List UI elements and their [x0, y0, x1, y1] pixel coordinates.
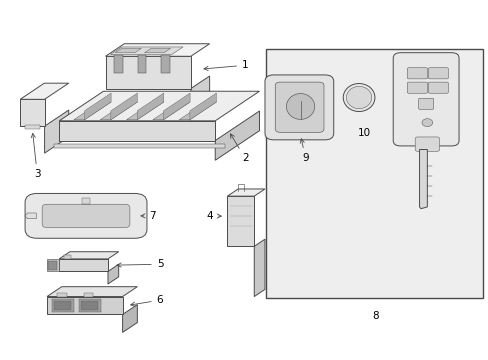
Polygon shape [111, 93, 137, 120]
FancyBboxPatch shape [275, 82, 324, 132]
Polygon shape [110, 47, 183, 54]
Polygon shape [215, 111, 259, 160]
Polygon shape [20, 99, 44, 126]
Bar [266, 49, 483, 298]
Polygon shape [25, 213, 36, 219]
Polygon shape [59, 91, 259, 121]
Polygon shape [105, 56, 190, 89]
Bar [138, 55, 146, 73]
Polygon shape [59, 121, 215, 140]
Polygon shape [54, 144, 224, 148]
Text: 8: 8 [371, 311, 378, 321]
Polygon shape [115, 48, 141, 53]
Bar [83, 293, 93, 297]
Bar [57, 293, 66, 297]
Polygon shape [100, 102, 137, 120]
Text: 2: 2 [230, 134, 248, 163]
Bar [114, 55, 123, 73]
Polygon shape [190, 76, 209, 121]
Polygon shape [419, 149, 427, 209]
Bar [81, 301, 98, 310]
Ellipse shape [346, 86, 371, 109]
FancyBboxPatch shape [264, 75, 333, 140]
Bar [161, 55, 169, 73]
FancyBboxPatch shape [25, 193, 147, 238]
Polygon shape [227, 196, 254, 246]
Text: 4: 4 [206, 211, 221, 221]
Bar [64, 255, 71, 259]
Polygon shape [179, 102, 216, 120]
FancyBboxPatch shape [392, 53, 458, 146]
Polygon shape [227, 189, 264, 196]
Polygon shape [59, 252, 119, 259]
Polygon shape [144, 48, 170, 53]
FancyBboxPatch shape [407, 82, 427, 93]
Text: 10: 10 [357, 128, 370, 138]
Polygon shape [105, 44, 209, 56]
FancyBboxPatch shape [42, 204, 130, 228]
Ellipse shape [286, 94, 314, 120]
Polygon shape [163, 93, 190, 120]
Polygon shape [108, 264, 119, 284]
Polygon shape [47, 259, 59, 271]
Bar [54, 301, 71, 310]
Polygon shape [47, 287, 137, 297]
Polygon shape [189, 93, 216, 120]
Bar [52, 299, 74, 312]
Polygon shape [20, 83, 69, 99]
Text: 5: 5 [117, 259, 163, 269]
Bar [79, 299, 101, 312]
Text: 3: 3 [31, 134, 41, 179]
FancyBboxPatch shape [427, 68, 447, 79]
Text: 9: 9 [300, 139, 308, 163]
Bar [25, 126, 40, 129]
FancyBboxPatch shape [418, 98, 433, 109]
Ellipse shape [421, 119, 432, 127]
Polygon shape [126, 102, 163, 120]
FancyBboxPatch shape [414, 137, 439, 151]
FancyBboxPatch shape [427, 82, 447, 93]
Bar [82, 198, 90, 204]
Polygon shape [122, 305, 137, 332]
Polygon shape [59, 259, 108, 271]
Polygon shape [47, 297, 122, 315]
Ellipse shape [343, 84, 374, 112]
Polygon shape [84, 93, 111, 120]
Polygon shape [153, 102, 190, 120]
Polygon shape [137, 93, 163, 120]
Polygon shape [74, 102, 111, 120]
FancyBboxPatch shape [407, 68, 427, 79]
Polygon shape [254, 239, 264, 297]
Bar [48, 261, 57, 270]
Polygon shape [44, 110, 69, 153]
Text: 7: 7 [141, 211, 156, 221]
Text: 6: 6 [130, 295, 163, 306]
Text: 1: 1 [203, 60, 248, 71]
